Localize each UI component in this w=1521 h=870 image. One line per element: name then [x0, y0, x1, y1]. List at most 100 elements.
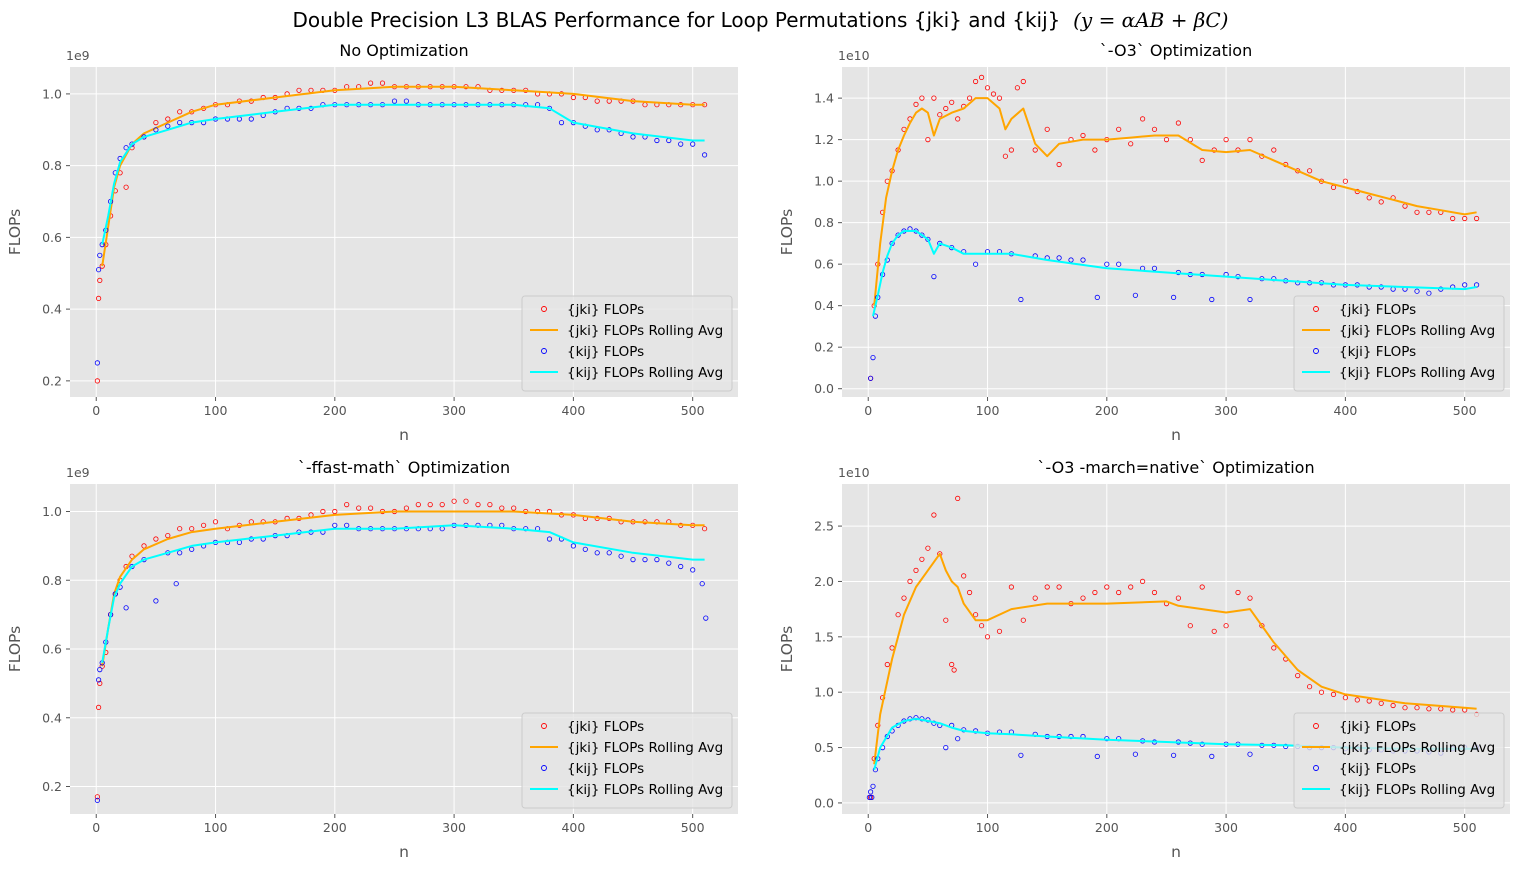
data-point: [463, 498, 469, 504]
data-point: [630, 556, 636, 563]
data-point: [1223, 137, 1229, 143]
data-point: [153, 598, 159, 604]
x-tick-label: 0: [92, 403, 100, 418]
data-point: [391, 98, 398, 104]
data-point: [1080, 132, 1086, 139]
data-point: [919, 232, 925, 238]
data-point: [937, 112, 943, 118]
y-tick-label: 0.2: [42, 779, 62, 794]
data-point: [511, 505, 517, 511]
data-point: [1151, 126, 1158, 132]
data-point: [1474, 215, 1480, 222]
legend-label: {jki} FLOPs Rolling Avg: [1339, 323, 1495, 339]
data-point: [96, 704, 102, 711]
y-axis-label: FLOPs: [6, 209, 24, 255]
data-point: [867, 789, 874, 795]
data-point: [1132, 751, 1139, 757]
data-point: [1020, 617, 1026, 623]
subplot-4: 0 100 200 300 400 500 0.0 0.5 1.0 1.5 2.0 2.5 1e10 `-…: [778, 458, 1510, 861]
data-point: [1330, 691, 1337, 698]
data-point: [978, 623, 985, 629]
data-point: [1044, 584, 1050, 590]
data-point: [867, 375, 874, 381]
x-tick-label: 200: [1095, 403, 1119, 418]
data-point: [367, 505, 374, 511]
data-point: [189, 546, 195, 552]
y-tick-label: 1.0: [42, 86, 62, 101]
data-point: [955, 495, 961, 501]
data-point: [1163, 137, 1170, 143]
data-point: [654, 137, 660, 144]
data-point: [1450, 215, 1456, 222]
legend-box: [521, 712, 733, 809]
y-offset-label: 1e9: [66, 465, 90, 480]
data-point: [1175, 120, 1182, 126]
data-point: [630, 134, 636, 140]
data-point: [1080, 595, 1086, 601]
data-point: [1318, 689, 1325, 695]
legend-label: {jki} FLOPs: [567, 302, 644, 318]
data-point: [344, 522, 350, 528]
legend-label: {jki} FLOPs: [1339, 302, 1416, 318]
data-point: [201, 522, 207, 528]
data-point: [1390, 702, 1396, 709]
series-line: [873, 97, 1477, 306]
data-point: [582, 546, 588, 552]
y-tick-label: 0.2: [42, 373, 62, 388]
data-point: [966, 589, 973, 596]
data-point: [1032, 147, 1038, 153]
data-point: [1426, 209, 1432, 215]
data-point: [1080, 257, 1086, 263]
data-point: [1366, 195, 1372, 201]
data-point: [1235, 589, 1241, 596]
x-tick-label: 0: [864, 403, 872, 418]
y-tick-label: 1.5: [814, 629, 834, 644]
data-point: [1044, 126, 1050, 132]
data-point: [690, 141, 696, 147]
data-point: [177, 526, 183, 532]
data-point: [919, 95, 925, 101]
y-tick-label: 0.0: [814, 795, 834, 810]
data-point: [1378, 700, 1384, 706]
data-point: [570, 543, 577, 549]
data-point: [666, 560, 672, 566]
data-point: [248, 116, 254, 122]
data-point: [1283, 743, 1289, 750]
y-tick-label: 2.5: [814, 519, 834, 534]
data-point: [1094, 294, 1100, 300]
data-point: [1008, 147, 1015, 153]
figure-title-text: Double Precision L3 BLAS Performance for…: [292, 8, 1061, 32]
data-point: [1199, 157, 1205, 163]
data-point: [869, 794, 875, 801]
data-point: [1068, 257, 1074, 263]
x-tick-label: 100: [976, 403, 1000, 418]
data-point: [972, 78, 979, 85]
data-point: [678, 141, 684, 147]
data-point: [123, 184, 129, 190]
x-tick-label: 400: [561, 403, 585, 418]
x-tick-label: 500: [1453, 403, 1477, 418]
x-tick-label: 400: [561, 820, 585, 835]
legend-marker-swatch: [1313, 765, 1319, 771]
data-point: [1271, 147, 1277, 153]
data-point: [1209, 753, 1215, 760]
data-point: [996, 95, 1003, 101]
data-point: [1247, 137, 1253, 143]
data-point: [990, 91, 997, 97]
x-tick-label: 100: [204, 403, 228, 418]
subplot-title: `-O3 -march=native` Optimization: [1037, 458, 1314, 477]
legend-label: {kij} FLOPs Rolling Avg: [567, 782, 723, 798]
data-point: [1247, 751, 1253, 757]
y-tick-label: 0.8: [814, 215, 834, 230]
data-point: [1116, 126, 1122, 132]
data-point: [1295, 672, 1301, 679]
y-axis-label: FLOPs: [778, 626, 796, 672]
x-tick-label: 400: [1333, 820, 1357, 835]
series-line: [101, 103, 705, 245]
data-point: [654, 556, 660, 563]
data-point: [931, 95, 937, 101]
data-point: [332, 508, 338, 515]
data-point: [189, 526, 195, 532]
series-line: [101, 510, 705, 667]
data-point: [966, 95, 973, 101]
